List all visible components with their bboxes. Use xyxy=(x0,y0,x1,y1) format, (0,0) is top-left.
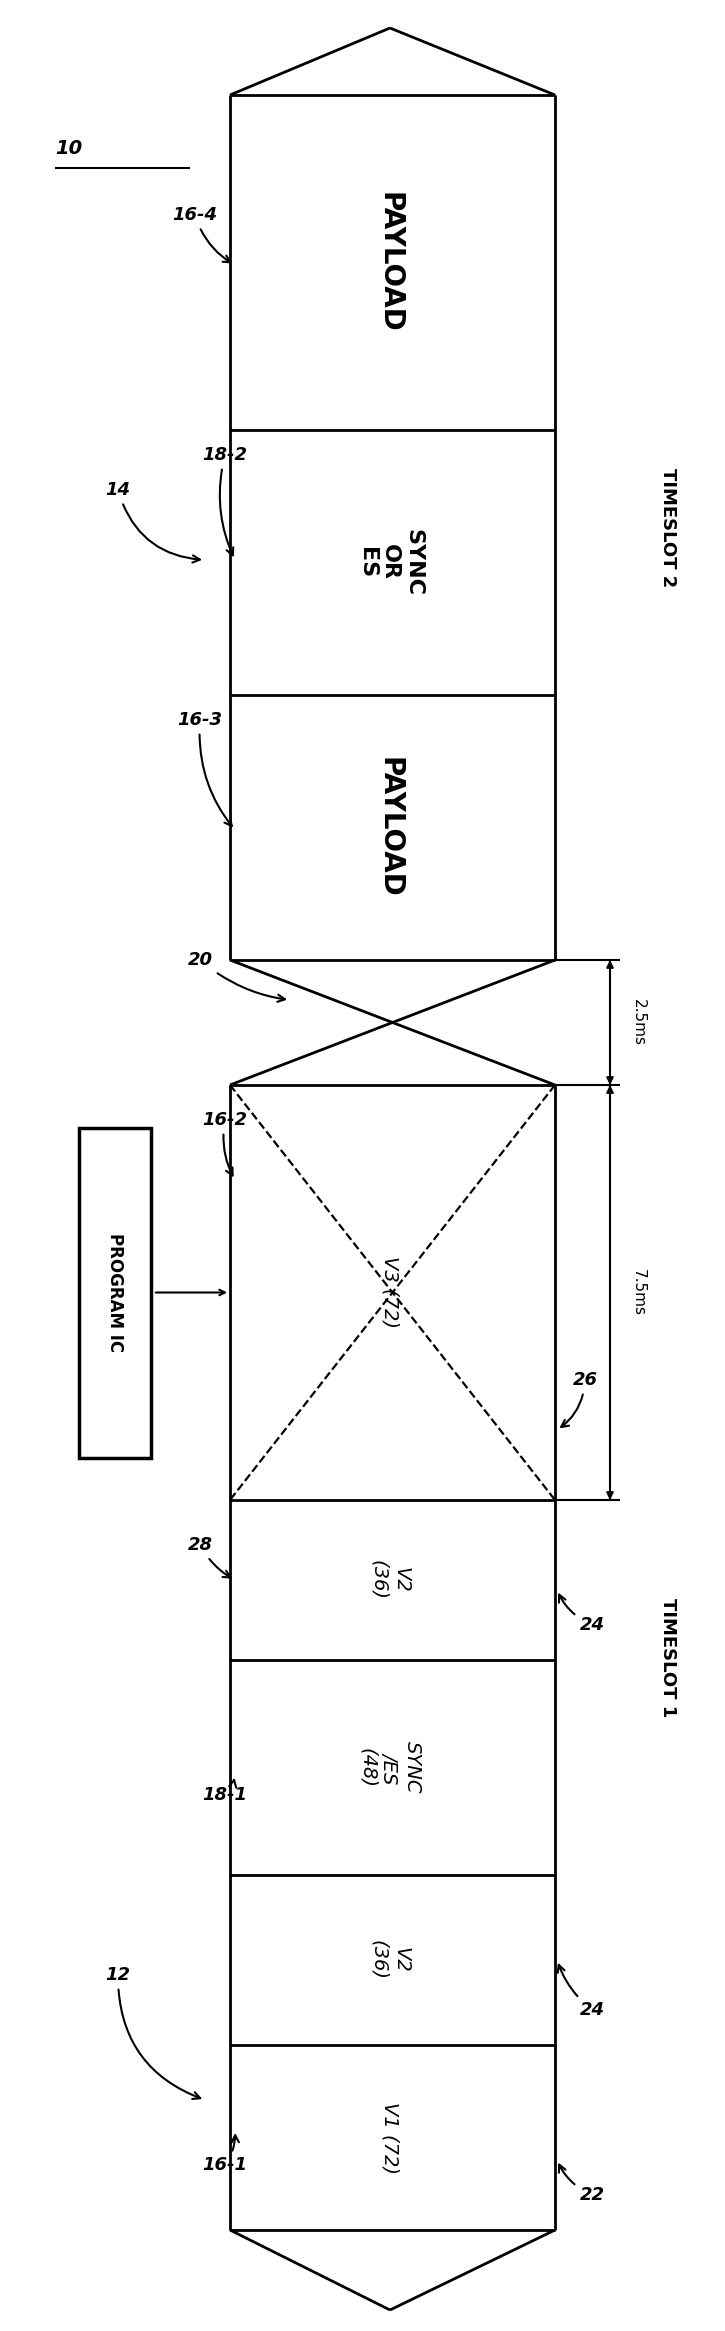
Text: 16-4: 16-4 xyxy=(173,205,231,263)
Text: 14: 14 xyxy=(106,480,200,562)
Text: 7.5ms: 7.5ms xyxy=(631,1268,645,1317)
Text: 12: 12 xyxy=(106,1965,200,2098)
Text: 16-1: 16-1 xyxy=(202,2135,247,2175)
Text: SYNC
OR
ES: SYNC OR ES xyxy=(357,529,423,597)
Text: 20: 20 xyxy=(188,951,285,1002)
Text: V2
(36): V2 (36) xyxy=(370,1559,410,1599)
Text: 16-2: 16-2 xyxy=(202,1112,247,1175)
Text: 22: 22 xyxy=(559,2165,605,2205)
Text: PAYLOAD: PAYLOAD xyxy=(376,191,404,333)
Text: PAYLOAD: PAYLOAD xyxy=(376,758,404,897)
Text: 2.5ms: 2.5ms xyxy=(631,1000,645,1047)
Text: 24: 24 xyxy=(559,1594,605,1634)
Text: 16-3: 16-3 xyxy=(178,711,232,825)
Text: TIMESLOT 1: TIMESLOT 1 xyxy=(659,1597,677,1718)
Bar xyxy=(79,1128,151,1457)
Text: TIMESLOT 2: TIMESLOT 2 xyxy=(659,469,677,587)
Text: 10: 10 xyxy=(55,138,82,159)
Text: 18-1: 18-1 xyxy=(202,1779,247,1804)
Text: SYNC
/ES
(48): SYNC /ES (48) xyxy=(358,1741,421,1795)
Text: V2
(36): V2 (36) xyxy=(370,1939,410,1979)
Text: V3 (72): V3 (72) xyxy=(381,1256,399,1329)
Text: PROGRAM IC: PROGRAM IC xyxy=(106,1233,124,1352)
Text: 26: 26 xyxy=(561,1371,597,1427)
Text: 24: 24 xyxy=(558,1965,605,2019)
Text: 28: 28 xyxy=(188,1536,231,1578)
Text: V1 (72): V1 (72) xyxy=(381,2103,399,2172)
Text: 18-2: 18-2 xyxy=(202,445,247,555)
